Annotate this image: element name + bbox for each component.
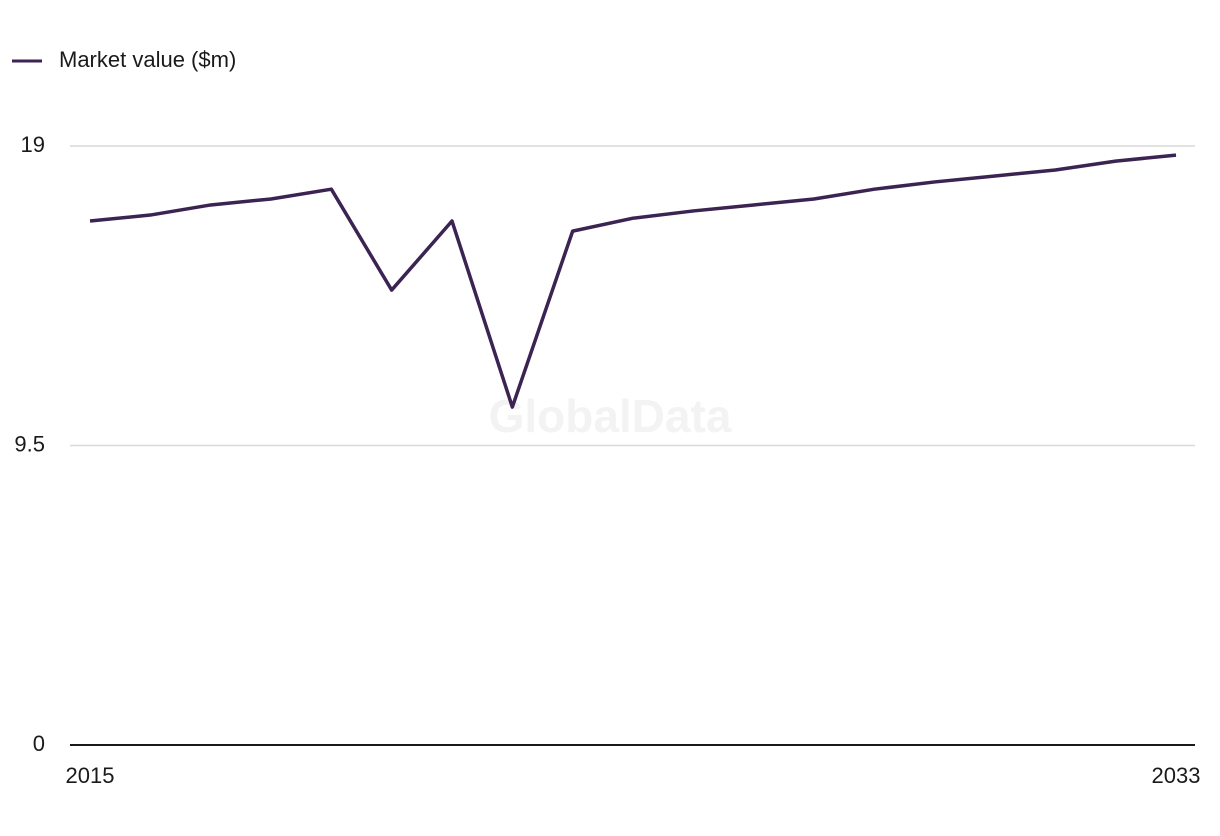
x-tick-label: 2015 [66, 763, 115, 788]
legend-label: Market value ($m) [59, 47, 236, 72]
watermark: GlobalData [489, 390, 732, 442]
y-tick-label: 9.5 [14, 431, 45, 456]
y-tick-label: 0 [33, 731, 45, 756]
x-tick-label: 2033 [1152, 763, 1201, 788]
y-tick-label: 19 [21, 132, 45, 157]
data-line [89, 153, 1177, 409]
